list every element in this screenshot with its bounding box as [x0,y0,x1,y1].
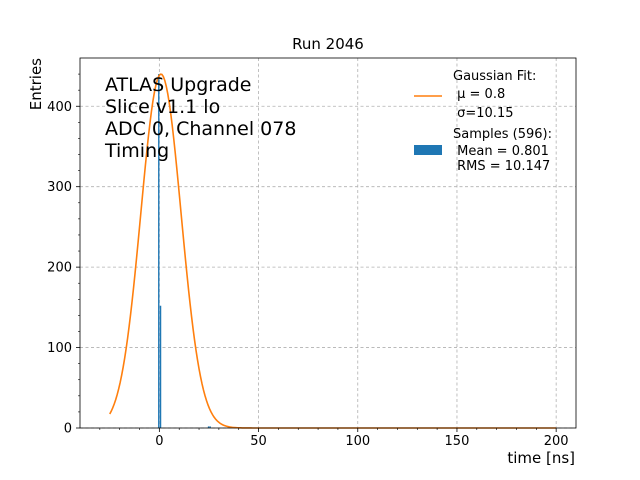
x-tick-label: 200 [544,434,569,449]
y-tick-label: 200 [47,261,72,276]
chart-title: Run 2046 [292,35,364,53]
axis-ticks: 0 50 100 150 200 0 100 200 300 400 [47,73,569,449]
legend-fit-title: Gaussian Fit: [453,69,536,84]
legend-samples-title: Samples (596): [453,127,552,142]
legend-samples-rms: RMS = 10.147 [453,159,550,174]
annotation-line-1: ATLAS Upgrade [105,74,251,96]
y-tick-label: 100 [47,341,72,356]
y-tick-label: 0 [64,422,72,437]
histogram-bar [207,426,210,428]
histogram-bar [209,426,211,428]
y-axis-label: Entries [27,58,45,110]
histogram-bars [158,74,211,428]
annotation-line-4: Timing [104,140,169,162]
y-tick-label: 400 [47,100,72,115]
x-tick-label: 150 [445,434,470,449]
legend-samples-mean: Mean = 0.801 [453,144,549,159]
annotation-line-2: Slice v1.1 lo [105,96,220,118]
legend-fit-sigma: σ=10.15 [453,106,513,121]
axes-frame [79,57,577,429]
x-axis-label: time [ns] [507,449,575,467]
x-tick-label: 100 [345,434,370,449]
legend-samples-swatch [414,145,442,155]
y-tick-label: 300 [47,180,72,195]
annotation-line-3: ADC 0, Channel 078 [105,118,296,140]
histogram-bar [158,74,160,428]
annotation-block: ATLAS Upgrade Slice v1.1 lo ADC 0, Chann… [104,74,296,162]
legend: Gaussian Fit: μ = 0.8 σ=10.15 Samples (5… [414,69,552,174]
legend-fit-mu: μ = 0.8 [453,87,505,102]
x-tick-label: 0 [155,434,163,449]
histogram-bar [159,305,162,428]
x-tick-label: 50 [250,434,267,449]
